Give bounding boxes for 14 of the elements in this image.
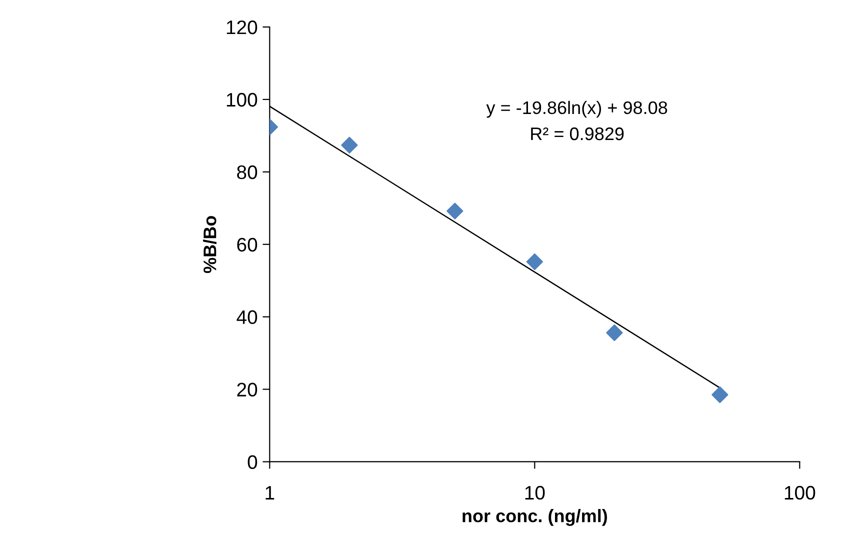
y-tick-label: 0	[248, 455, 258, 469]
y-tick-label: 80	[237, 165, 258, 180]
annotation: R² = 0.9829	[531, 127, 624, 140]
y-axis-title: %B/Bo	[203, 216, 216, 274]
y-tick-label: 40	[236, 310, 258, 324]
x-tick-label: 10	[525, 486, 545, 500]
y-tick-label: 60	[237, 238, 258, 252]
y-tick-label: 120	[226, 20, 258, 34]
x-axis-title: nor conc. (ng/ml)	[462, 509, 607, 526]
y-tick-label: 20	[237, 382, 258, 397]
y-tick-label: 100	[226, 92, 258, 107]
x-tick-label: 1	[266, 486, 274, 500]
x-tick-label: 100	[784, 486, 816, 500]
annotation: y = -19.86ln(x) + 98.08	[486, 100, 668, 118]
